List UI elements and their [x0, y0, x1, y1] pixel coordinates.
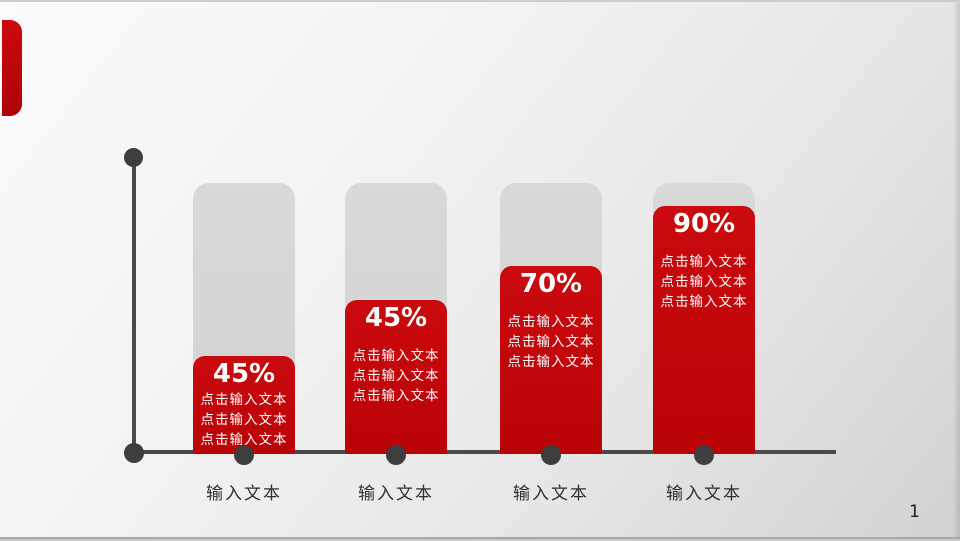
bar-placeholder-lines: 点击输入文本 点击输入文本 点击输入文本	[193, 390, 295, 450]
slide-bottom-edge	[0, 537, 960, 539]
placeholder-line: 点击输入文本	[660, 294, 748, 310]
placeholder-line: 点击输入文本	[660, 274, 748, 290]
bar-group: 45% 点击输入文本 点击输入文本 点击输入文本 输入文本	[193, 183, 295, 513]
bar-value-label: 45%	[364, 303, 428, 333]
x-axis-line[interactable]	[132, 450, 836, 454]
bar-fill[interactable]: 70% 点击输入文本 点击输入文本 点击输入文本	[500, 266, 602, 454]
bar-value-label: 45%	[212, 359, 276, 389]
placeholder-line: 点击输入文本	[200, 432, 288, 448]
category-label[interactable]: 输入文本	[206, 484, 282, 504]
axis-tick-dot	[234, 445, 254, 465]
placeholder-line: 点击输入文本	[507, 334, 595, 350]
bar-group: 70% 点击输入文本 点击输入文本 点击输入文本 输入文本	[500, 183, 602, 513]
page-number: 1	[909, 502, 920, 522]
bar-value-label: 90%	[672, 209, 736, 239]
axis-origin-dot[interactable]	[124, 443, 144, 463]
y-axis-top-dot[interactable]	[124, 148, 143, 167]
placeholder-line: 点击输入文本	[660, 254, 748, 270]
placeholder-line: 点击输入文本	[352, 368, 440, 384]
placeholder-line: 点击输入文本	[507, 354, 595, 370]
bar-fill[interactable]: 90% 点击输入文本 点击输入文本 点击输入文本	[653, 206, 755, 454]
placeholder-line: 点击输入文本	[200, 412, 288, 428]
bar-fill[interactable]: 45% 点击输入文本 点击输入文本 点击输入文本	[193, 356, 295, 454]
category-label[interactable]: 输入文本	[513, 484, 589, 504]
bar-placeholder-lines: 点击输入文本 点击输入文本 点击输入文本	[500, 312, 602, 372]
y-axis-line[interactable]	[132, 158, 136, 452]
axis-tick-dot	[541, 445, 561, 465]
placeholder-line: 点击输入文本	[200, 392, 288, 408]
placeholder-line: 点击输入文本	[507, 314, 595, 330]
bar-value-label: 70%	[519, 269, 583, 299]
bar-group: 90% 点击输入文本 点击输入文本 点击输入文本 输入文本	[653, 183, 755, 513]
bar-group: 45% 点击输入文本 点击输入文本 点击输入文本 输入文本	[345, 183, 447, 513]
axis-tick-dot	[694, 445, 714, 465]
placeholder-line: 点击输入文本	[352, 348, 440, 364]
axis-tick-dot	[386, 445, 406, 465]
category-label[interactable]: 输入文本	[666, 484, 742, 504]
bar-placeholder-lines: 点击输入文本 点击输入文本 点击输入文本	[653, 252, 755, 312]
slide-right-edge	[953, 2, 960, 539]
corner-accent-tab[interactable]	[2, 20, 22, 116]
bar-fill[interactable]: 45% 点击输入文本 点击输入文本 点击输入文本	[345, 300, 447, 454]
placeholder-line: 点击输入文本	[352, 388, 440, 404]
bar-placeholder-lines: 点击输入文本 点击输入文本 点击输入文本	[345, 346, 447, 406]
category-label[interactable]: 输入文本	[358, 484, 434, 504]
